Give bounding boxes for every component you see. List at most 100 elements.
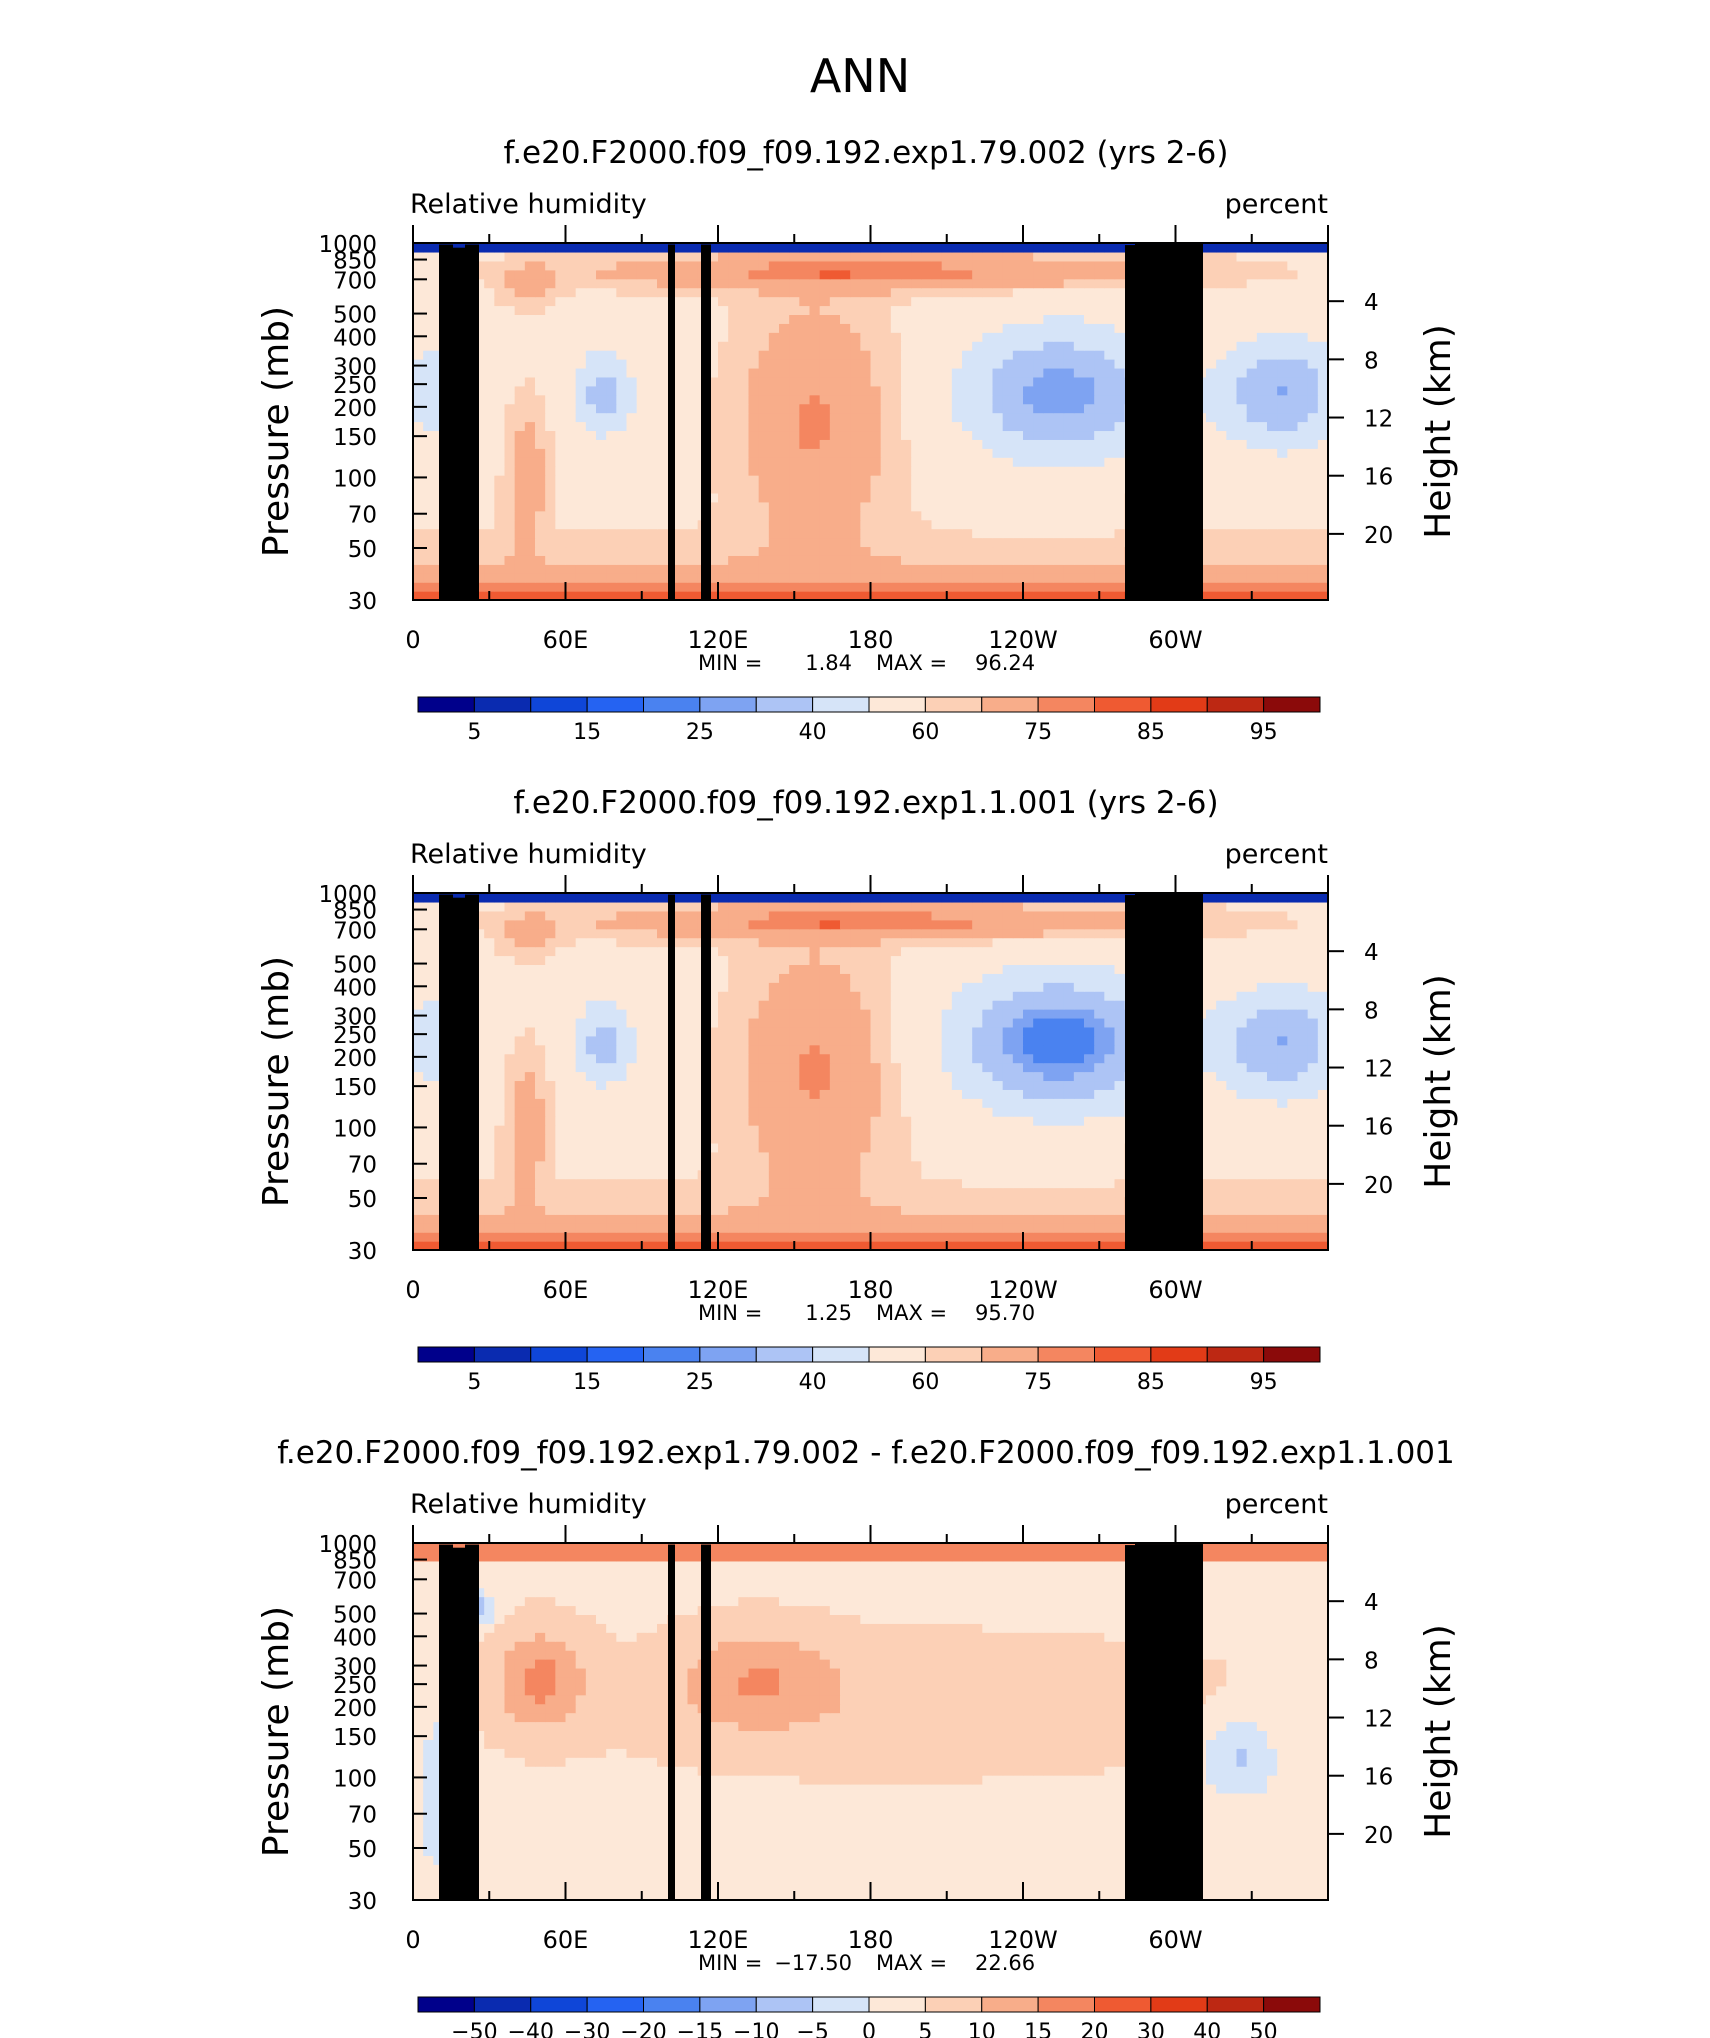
field-cell xyxy=(1094,287,1105,298)
field-cell xyxy=(951,1196,963,1206)
field-cell xyxy=(646,394,658,405)
field-cell xyxy=(1297,591,1309,601)
field-cell xyxy=(657,483,668,494)
field-cell xyxy=(1094,439,1105,449)
field-cell xyxy=(1277,421,1288,432)
field-cell xyxy=(819,582,831,592)
field-cell xyxy=(982,412,994,423)
field-cell xyxy=(1073,1160,1085,1171)
field-cell xyxy=(1307,528,1319,539)
field-cell xyxy=(575,376,587,387)
field-cell xyxy=(657,1142,668,1153)
field-cell xyxy=(789,287,800,298)
field-cell xyxy=(1073,385,1085,396)
field-cell xyxy=(1236,1133,1248,1144)
field-cell xyxy=(829,492,841,503)
field-cell xyxy=(1267,251,1278,262)
field-cell xyxy=(931,350,943,360)
field-cell xyxy=(1012,501,1024,512)
field-cell xyxy=(911,260,922,271)
field-cell xyxy=(911,412,922,423)
field-cell xyxy=(921,1223,933,1233)
field-cell xyxy=(931,1241,943,1251)
field-cell xyxy=(1084,466,1095,476)
field-cell xyxy=(799,430,811,440)
field-cell xyxy=(789,260,800,271)
field-cell xyxy=(433,537,445,548)
field-cell xyxy=(474,394,485,405)
field-cell xyxy=(992,519,1004,530)
field-cell xyxy=(1063,403,1075,414)
field-cell xyxy=(484,305,495,316)
field-cell xyxy=(1277,296,1288,307)
field-cell xyxy=(1317,260,1329,271)
field-cell xyxy=(1236,1160,1248,1171)
field-cell xyxy=(1236,341,1248,351)
field-cell xyxy=(474,296,485,307)
field-cell xyxy=(728,350,739,360)
field-cell xyxy=(718,439,729,449)
field-cell xyxy=(1307,475,1319,485)
field-cell xyxy=(779,546,790,556)
field-cell xyxy=(809,439,821,449)
field-cell xyxy=(962,269,973,280)
field-cell xyxy=(901,287,912,298)
field-cell xyxy=(1206,260,1217,271)
field-cell xyxy=(951,296,963,307)
field-cell xyxy=(758,1178,770,1189)
field-cell xyxy=(1236,510,1248,521)
field-cell xyxy=(758,376,770,387)
field-cell xyxy=(1317,1241,1329,1251)
field-cell xyxy=(1206,528,1217,539)
field-cell xyxy=(575,475,587,485)
field-cell xyxy=(789,412,800,423)
field-cell xyxy=(707,1187,719,1198)
field-cell xyxy=(860,385,872,396)
field-cell xyxy=(596,1125,607,1135)
field-cell xyxy=(1256,466,1268,476)
field-cell xyxy=(687,251,699,262)
field-cell xyxy=(768,376,780,387)
field-cell xyxy=(484,287,495,298)
field-cell xyxy=(962,421,973,432)
field-cell xyxy=(575,350,587,360)
field-cell xyxy=(555,296,567,307)
field-cell xyxy=(911,367,922,378)
field-cell xyxy=(982,305,994,316)
field-cell xyxy=(1114,466,1126,476)
field-cell xyxy=(1277,1178,1288,1189)
field-cell xyxy=(1023,555,1034,565)
field-cell xyxy=(433,412,445,423)
field-cell xyxy=(1084,528,1095,539)
field-cell xyxy=(890,385,902,396)
field-cell xyxy=(1277,528,1288,539)
field-cell xyxy=(535,501,546,512)
field-cell xyxy=(1033,1223,1044,1233)
field-cell xyxy=(535,305,546,316)
field-cell xyxy=(931,1151,943,1162)
field-cell xyxy=(1267,483,1278,494)
field-cell xyxy=(911,537,922,548)
field-cell xyxy=(1246,251,1258,262)
field-cell xyxy=(1094,501,1105,512)
field-cell xyxy=(1297,341,1309,351)
field-cell xyxy=(880,564,892,574)
field-cell xyxy=(1307,1125,1319,1135)
field-cell xyxy=(1094,269,1105,280)
field-cell xyxy=(1073,1178,1085,1189)
field-cell xyxy=(951,287,963,298)
field-cell xyxy=(657,341,668,351)
field-cell xyxy=(758,314,770,324)
field-cell xyxy=(1216,323,1227,333)
field-cell xyxy=(484,1196,495,1206)
field-cell xyxy=(677,492,689,503)
field-cell xyxy=(1043,519,1055,530)
field-cell xyxy=(474,457,485,467)
field-cell xyxy=(646,582,658,592)
field-cell xyxy=(951,1151,963,1162)
field-cell xyxy=(423,564,434,574)
field-cell xyxy=(1073,412,1085,423)
field-cell xyxy=(524,1205,536,1215)
field-cell xyxy=(819,483,831,494)
y-tick-label: 250 xyxy=(333,373,377,399)
